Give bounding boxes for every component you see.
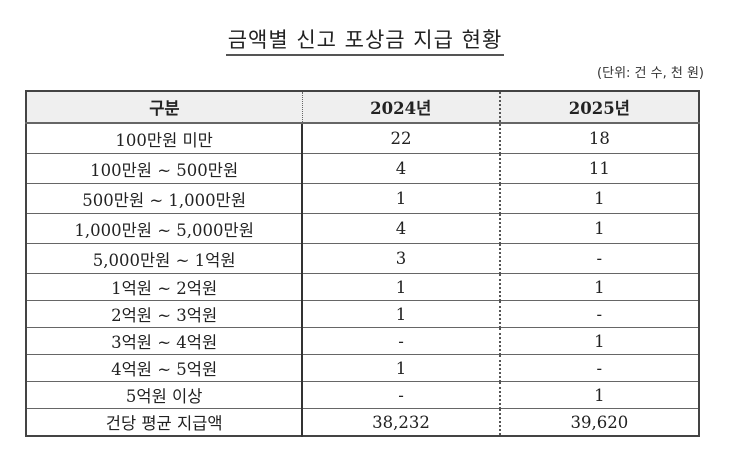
- value-2025: 11: [499, 153, 699, 184]
- reward-table: 구분 2024년 2025년 100만원 미만 22 18 100만원 ~ 50…: [25, 90, 700, 437]
- row-label: 건당 평균 지급액: [26, 408, 304, 436]
- value-2025: 1: [499, 273, 699, 301]
- table-row: 500만원 ~ 1,000만원 1 1: [26, 183, 699, 214]
- row-label: 5억원 이상: [26, 381, 304, 409]
- row-label: 3억원 ~ 4억원: [26, 327, 304, 355]
- value-2025: 1: [499, 381, 699, 409]
- value-2025: -: [499, 300, 699, 328]
- value-2024: 1: [302, 354, 501, 382]
- value-2024: 3: [302, 243, 501, 274]
- value-2024: 1: [302, 183, 501, 214]
- table-row: 2억원 ~ 3억원 1 -: [26, 300, 699, 328]
- value-2024: 22: [302, 122, 501, 154]
- value-2024: 38,232: [302, 408, 501, 436]
- value-2025: -: [499, 354, 699, 382]
- value-2025: 1: [499, 213, 699, 244]
- unit-note: (단위: 건 수, 천 원): [597, 66, 704, 81]
- header-row: 구분 2024년 2025년: [26, 91, 699, 124]
- value-2025: 1: [499, 183, 699, 214]
- table-row: 5,000만원 ~ 1억원 3 -: [26, 243, 699, 274]
- value-2025: 1: [499, 327, 699, 355]
- title-text: 금액별 신고 포상금 지급 현황: [225, 28, 505, 56]
- value-2024: -: [302, 381, 501, 409]
- value-2025: -: [499, 243, 699, 274]
- average-row: 건당 평균 지급액 38,232 39,620: [26, 408, 699, 436]
- header-2024: 2024년: [302, 91, 501, 124]
- value-2024: 4: [302, 213, 501, 244]
- value-2024: 4: [302, 153, 501, 184]
- table-row: 100만원 미만 22 18: [26, 122, 699, 154]
- row-label: 4억원 ~ 5억원: [26, 354, 304, 382]
- table-row: 5억원 이상 - 1: [26, 381, 699, 409]
- table-row: 4억원 ~ 5억원 1 -: [26, 354, 699, 382]
- header-2025: 2025년: [499, 91, 699, 124]
- row-label: 1,000만원 ~ 5,000만원: [26, 213, 304, 244]
- row-label: 5,000만원 ~ 1억원: [26, 243, 304, 274]
- document-title: 금액별 신고 포상금 지급 현황: [0, 24, 730, 56]
- value-2025: 18: [499, 122, 699, 154]
- row-label: 100만원 미만: [26, 122, 304, 154]
- table-row: 100만원 ~ 500만원 4 11: [26, 153, 699, 184]
- table-row: 1,000만원 ~ 5,000만원 4 1: [26, 213, 699, 244]
- row-label: 1억원 ~ 2억원: [26, 273, 304, 301]
- row-label: 2억원 ~ 3억원: [26, 300, 304, 328]
- row-label: 500만원 ~ 1,000만원: [26, 183, 304, 214]
- row-label: 100만원 ~ 500만원: [26, 153, 304, 184]
- value-2024: 1: [302, 273, 501, 301]
- header-category: 구분: [26, 91, 303, 124]
- table-row: 3억원 ~ 4억원 - 1: [26, 327, 699, 355]
- value-2024: 1: [302, 300, 501, 328]
- table-row: 1억원 ~ 2억원 1 1: [26, 273, 699, 301]
- value-2024: -: [302, 327, 501, 355]
- value-2025: 39,620: [499, 408, 699, 436]
